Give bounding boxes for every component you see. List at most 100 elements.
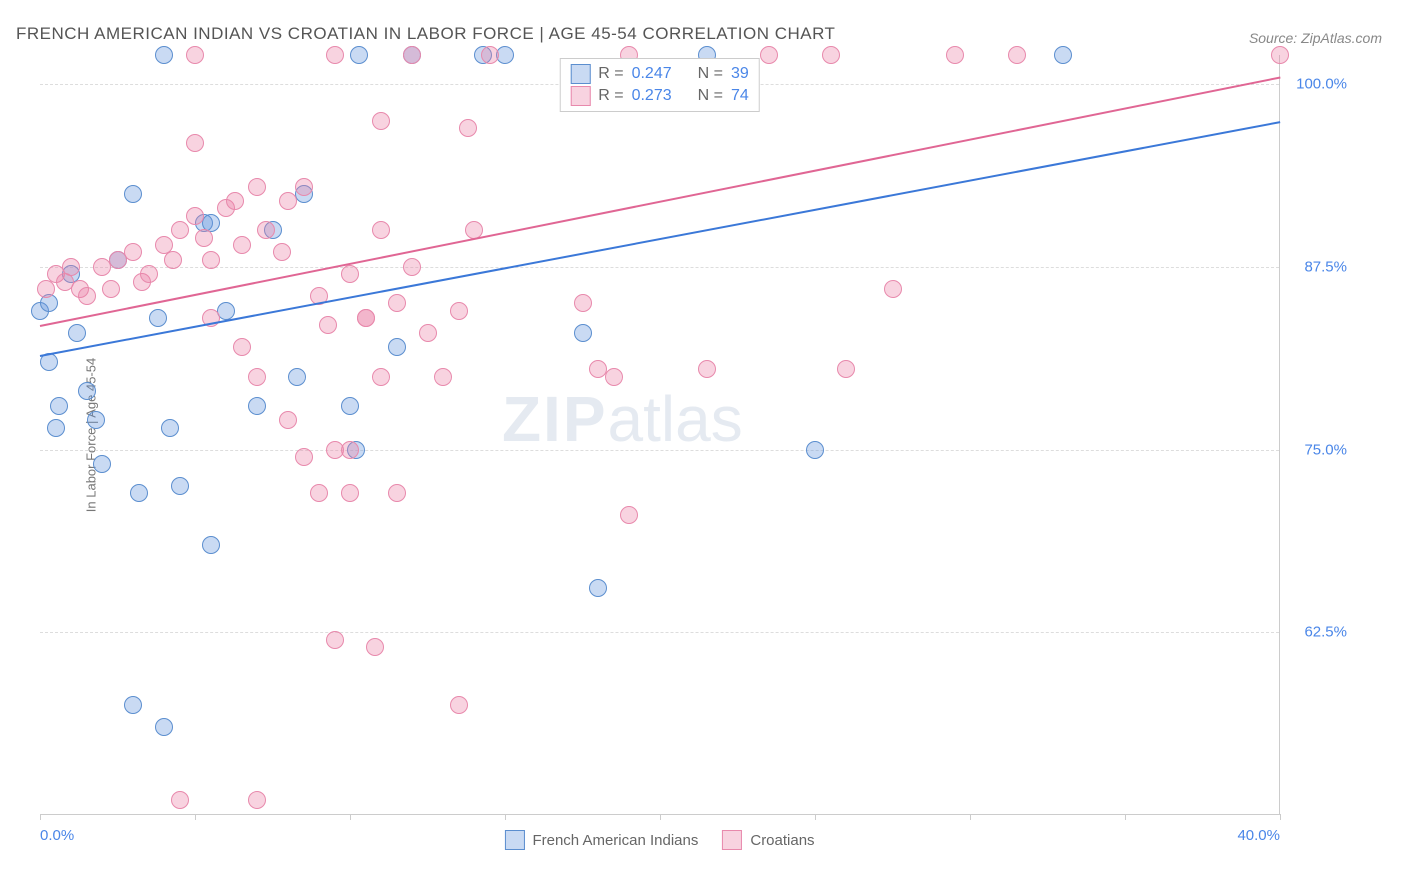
y-tick-label: 62.5% [1304, 624, 1347, 641]
scatter-point [248, 397, 266, 415]
scatter-point [155, 46, 173, 64]
n-value-1: 39 [731, 65, 749, 83]
scatter-point [124, 185, 142, 203]
gridline-h [40, 267, 1279, 268]
scatter-point [226, 192, 244, 210]
scatter-point [388, 338, 406, 356]
scatter-point [78, 287, 96, 305]
scatter-point [372, 221, 390, 239]
stats-legend: R = 0.247 N = 39 R = 0.273 N = 74 [559, 58, 760, 112]
legend-item-2: Croatians [722, 830, 814, 850]
scatter-point [171, 477, 189, 495]
scatter-point [326, 631, 344, 649]
legend-label-2: Croatians [750, 832, 814, 849]
scatter-point [47, 419, 65, 437]
scatter-point [574, 294, 592, 312]
scatter-point [233, 338, 251, 356]
scatter-point [1008, 46, 1026, 64]
scatter-point [388, 484, 406, 502]
scatter-point [155, 718, 173, 736]
legend-label-1: French American Indians [532, 832, 698, 849]
scatter-point [186, 207, 204, 225]
legend-swatch-pink [722, 830, 742, 850]
scatter-point [589, 579, 607, 597]
scatter-point [605, 368, 623, 386]
watermark: ZIPatlas [502, 382, 743, 456]
chart-title: FRENCH AMERICAN INDIAN VS CROATIAN IN LA… [16, 24, 835, 44]
scatter-point [273, 243, 291, 261]
r-label: R = [598, 65, 623, 83]
scatter-point [164, 251, 182, 269]
n-label: N = [698, 87, 723, 105]
scatter-point [248, 178, 266, 196]
scatter-point [388, 294, 406, 312]
scatter-point [341, 441, 359, 459]
scatter-point [149, 309, 167, 327]
scatter-point [459, 119, 477, 137]
y-tick-label: 87.5% [1304, 258, 1347, 275]
scatter-point [124, 696, 142, 714]
scatter-point [481, 46, 499, 64]
gridline-h [40, 450, 1279, 451]
scatter-point [310, 484, 328, 502]
gridline-h [40, 632, 1279, 633]
scatter-point [806, 441, 824, 459]
scatter-point [202, 251, 220, 269]
scatter-point [1054, 46, 1072, 64]
scatter-point [450, 302, 468, 320]
plot-area: In Labor Force | Age 45-54 ZIPatlas 62.5… [40, 55, 1280, 815]
x-tick-label: 0.0% [40, 827, 74, 844]
n-value-2: 74 [731, 87, 749, 105]
scatter-point [140, 265, 158, 283]
r-value-2: 0.273 [632, 87, 672, 105]
stats-row-series-1: R = 0.247 N = 39 [570, 63, 749, 85]
scatter-point [1271, 46, 1289, 64]
x-tick-mark [970, 814, 971, 820]
x-tick-mark [815, 814, 816, 820]
scatter-point [202, 536, 220, 554]
x-tick-label: 40.0% [1237, 827, 1280, 844]
scatter-point [295, 448, 313, 466]
scatter-point [419, 324, 437, 342]
scatter-point [279, 411, 297, 429]
n-label: N = [698, 65, 723, 83]
x-tick-mark [660, 814, 661, 820]
scatter-point [620, 506, 638, 524]
scatter-point [760, 46, 778, 64]
trend-line [40, 121, 1280, 357]
scatter-point [357, 309, 375, 327]
scatter-point [698, 360, 716, 378]
y-tick-label: 75.0% [1304, 441, 1347, 458]
scatter-point [279, 192, 297, 210]
scatter-point [434, 368, 452, 386]
bottom-legend: French American Indians Croatians [504, 830, 814, 850]
scatter-point [946, 46, 964, 64]
scatter-point [403, 46, 421, 64]
scatter-point [341, 484, 359, 502]
scatter-point [68, 324, 86, 342]
y-axis-label: In Labor Force | Age 45-54 [84, 357, 99, 511]
scatter-point [257, 221, 275, 239]
scatter-point [341, 397, 359, 415]
scatter-point [288, 368, 306, 386]
source-attribution: Source: ZipAtlas.com [1249, 30, 1382, 46]
scatter-point [837, 360, 855, 378]
scatter-point [248, 368, 266, 386]
scatter-point [450, 696, 468, 714]
scatter-point [171, 221, 189, 239]
scatter-point [93, 455, 111, 473]
scatter-point [326, 46, 344, 64]
stats-row-series-2: R = 0.273 N = 74 [570, 85, 749, 107]
legend-swatch-blue [504, 830, 524, 850]
scatter-point [350, 46, 368, 64]
scatter-point [62, 258, 80, 276]
watermark-zip: ZIP [502, 383, 608, 455]
scatter-point [248, 791, 266, 809]
scatter-point [366, 638, 384, 656]
scatter-point [496, 46, 514, 64]
x-tick-mark [40, 814, 41, 820]
scatter-point [217, 302, 235, 320]
scatter-point [78, 382, 96, 400]
x-tick-mark [505, 814, 506, 820]
scatter-point [233, 236, 251, 254]
